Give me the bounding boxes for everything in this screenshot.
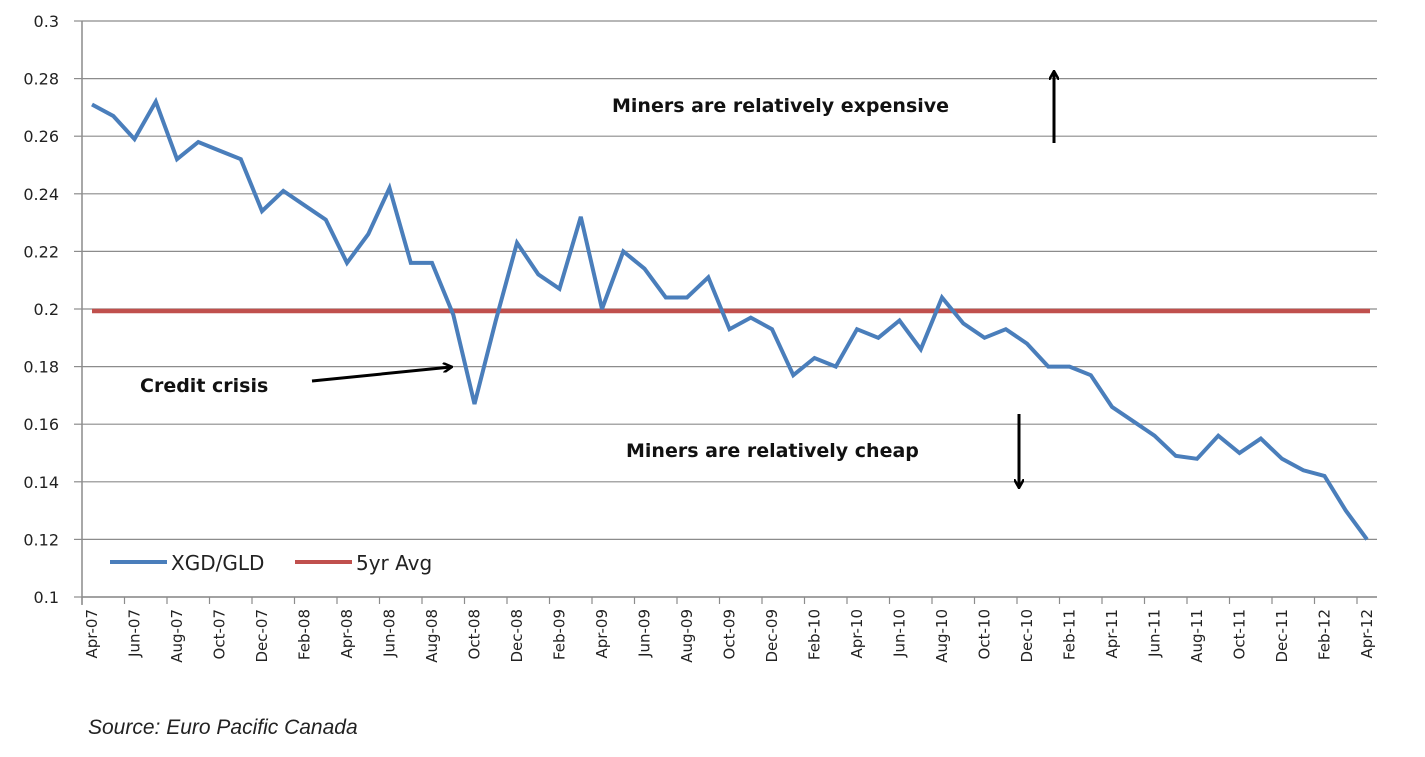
- x-tick-label: Oct-11: [1231, 609, 1249, 659]
- y-tick-label: 0.2: [34, 300, 59, 319]
- y-tick-label: 0.1: [34, 588, 59, 607]
- annotation-expensive-label: Miners are relatively expensive: [612, 95, 949, 117]
- x-tick-label: Apr-12: [1358, 609, 1376, 659]
- annotation-credit-crisis-label: Credit crisis: [140, 375, 268, 397]
- series-layer: [91, 96, 1370, 541]
- x-tick-label: Dec-08: [508, 609, 526, 663]
- x-tick-label: Apr-07: [83, 609, 101, 659]
- annotation-expensive: Miners are relatively expensive: [612, 72, 1054, 143]
- x-tick-label: Apr-10: [848, 609, 866, 659]
- x-tick-label: Jun-07: [126, 609, 144, 658]
- x-tick-label: Dec-09: [763, 609, 781, 663]
- legend-label-xgd-gld: XGD/GLD: [171, 551, 264, 575]
- y-tick-label: 0.24: [23, 185, 59, 204]
- x-tick-label: Oct-09: [721, 609, 739, 659]
- y-tick-label: 0.16: [23, 415, 59, 434]
- x-tick-label: Aug-10: [933, 609, 951, 663]
- x-tick-label: Aug-11: [1188, 609, 1206, 663]
- x-tick-label: Apr-08: [338, 609, 356, 659]
- line-chart: 0.1 0.12 0.14 0.16 0.18 0.2 0.22 0.24 0.26 0.28 0.…: [23, 12, 1377, 663]
- x-tick-label: Feb-10: [806, 609, 824, 660]
- x-tick-label: Jun-08: [381, 609, 399, 658]
- x-tick-label: Dec-11: [1273, 609, 1291, 663]
- x-tick-label: Feb-12: [1316, 609, 1334, 660]
- x-tick-label: Apr-09: [593, 609, 611, 659]
- y-tick-label: 0.22: [23, 242, 59, 261]
- y-tick-label: 0.18: [23, 358, 59, 377]
- y-axis: 0.1 0.12 0.14 0.16 0.18 0.2 0.22 0.24 0.26 0.28 0.…: [23, 12, 83, 607]
- y-tick-label: 0.26: [23, 127, 59, 146]
- y-tick-label: 0.12: [23, 530, 59, 549]
- x-tick-label: Feb-08: [296, 609, 314, 660]
- x-axis: Apr-07 Jun-07 Aug-07 Oct-07 Dec-07 Feb-08 Apr-…: [81, 596, 1377, 663]
- x-tick-label: Apr-11: [1103, 609, 1121, 659]
- x-tick-label: Aug-08: [423, 609, 441, 663]
- x-tick-label: Dec-10: [1018, 609, 1036, 663]
- y-tick-label: 0.28: [23, 70, 59, 89]
- x-tick-label: Feb-09: [551, 609, 569, 660]
- annotation-cheap: Miners are relatively cheap: [626, 414, 1019, 487]
- x-tick-label: Feb-11: [1061, 609, 1079, 660]
- x-tick-label: Oct-08: [466, 609, 484, 659]
- x-tick-label: Aug-09: [678, 609, 696, 663]
- x-tick-label: Jun-09: [636, 609, 654, 658]
- x-tick-label: Oct-07: [211, 609, 229, 659]
- y-tick-label: 0.3: [34, 12, 59, 31]
- source-note: Source: Euro Pacific Canada: [88, 716, 358, 739]
- arrow-right-icon: [311, 367, 451, 383]
- x-tick-label: Jun-11: [1146, 609, 1164, 658]
- x-tick-label: Oct-10: [976, 609, 994, 659]
- legend: XGD/GLD 5yr Avg: [110, 551, 432, 575]
- y-tick-label: 0.14: [23, 473, 59, 492]
- series-line-xgd-gld: [91, 96, 1369, 541]
- x-tick-label: Dec-07: [253, 609, 271, 663]
- legend-label-5yr-avg: 5yr Avg: [356, 551, 432, 575]
- annotation-credit-crisis: Credit crisis: [140, 367, 451, 397]
- x-tick-label: Aug-07: [168, 609, 186, 663]
- annotation-cheap-label: Miners are relatively cheap: [626, 440, 919, 462]
- x-tick-label: Jun-10: [891, 609, 909, 658]
